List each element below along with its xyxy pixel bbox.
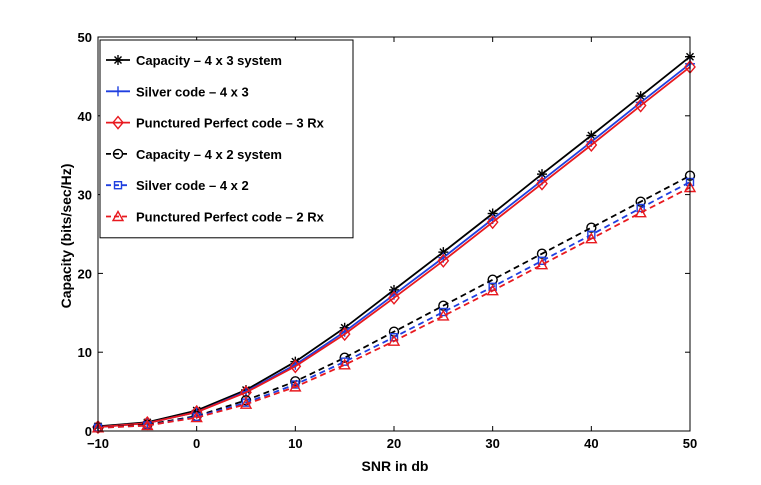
series-4-line [97, 174, 691, 429]
legend-label: Silver code – 4 x 2 [136, 178, 249, 193]
series-3-point [585, 137, 598, 153]
series-layer [91, 51, 697, 435]
x-tick-label: 0 [193, 436, 200, 451]
y-tick-label: 40 [78, 109, 92, 124]
y-axis-label: Capacity (bits/sec/Hz) [58, 164, 74, 309]
legend-label: Capacity – 4 x 3 system [136, 53, 282, 68]
legend-entry-6: Punctured Perfect code – 2 Rx [106, 210, 325, 225]
x-tick-label: 30 [485, 436, 499, 451]
series-3-point [634, 98, 647, 113]
series-1-point [438, 247, 449, 258]
series-6-point [387, 334, 401, 346]
y-tick-label: 50 [78, 30, 92, 45]
y-tick-label: 20 [78, 266, 92, 281]
x-tick-label: −10 [87, 436, 109, 451]
legend-entry-1: Capacity – 4 x 3 system [106, 53, 282, 68]
series-3-point [486, 215, 499, 230]
y-tick-label: 0 [85, 424, 92, 439]
legend-swatch-marker [113, 86, 123, 97]
legend-entry-2: Silver code – 4 x 3 [106, 84, 249, 99]
series-6-point [239, 397, 253, 409]
x-tick-label: 20 [387, 436, 401, 451]
series-6-point [535, 258, 549, 270]
legend-swatch-marker [113, 55, 123, 65]
legend-entry-5: Silver code – 4 x 2 [106, 178, 249, 193]
legend-swatch-marker [112, 148, 124, 160]
legend-label: Silver code – 4 x 3 [136, 84, 249, 99]
series-6-point [437, 309, 450, 321]
legend: Capacity – 4 x 3 system Silver code – 4 x… [99, 39, 354, 239]
series-3-point [536, 176, 548, 191]
x-tick-label: 40 [584, 436, 598, 451]
series-6-point [190, 411, 203, 423]
series-5-point [439, 307, 448, 317]
series-6-point [634, 206, 647, 218]
series-6-point [289, 380, 302, 392]
series-4-point [339, 352, 350, 363]
series-4-point [635, 196, 646, 207]
series-6 [91, 181, 697, 433]
legend-swatch-marker [113, 180, 123, 190]
series-3-point [190, 404, 203, 420]
legend-label: Punctured Perfect code – 2 Rx [136, 210, 325, 225]
series-5-point [537, 256, 547, 265]
series-3-point [388, 290, 400, 305]
series-4-point [487, 274, 498, 285]
series-6-point [141, 419, 154, 431]
legend-swatch-marker [112, 115, 124, 130]
series-3-point [289, 359, 302, 374]
series-4-point [586, 222, 597, 233]
series-6-point [91, 421, 105, 433]
series-6-point [338, 358, 351, 370]
series-6-point [486, 284, 499, 296]
legend-label: Capacity – 4 x 2 system [136, 147, 282, 162]
x-tick-label: 10 [288, 436, 302, 451]
series-3-point [338, 326, 351, 342]
series-6-line [97, 186, 691, 429]
legend-box [99, 39, 354, 239]
y-tick-label: 10 [78, 345, 92, 360]
series-3-point [437, 253, 450, 268]
legend-entry-4: Capacity – 4 x 2 system [106, 147, 282, 162]
series-6-point [585, 232, 598, 244]
series-5-point [636, 203, 645, 213]
series-1-point [635, 91, 646, 102]
x-tick-label: 50 [683, 436, 697, 451]
series-4-point [536, 248, 548, 259]
series-5-point [340, 357, 349, 366]
y-tick-label: 30 [78, 188, 92, 203]
legend-swatch-marker [111, 210, 125, 222]
x-axis-label: SNR in db [362, 458, 429, 474]
legend-label: Punctured Perfect code – 3 Rx [136, 116, 325, 131]
legend-entry-3: Punctured Perfect code – 3 Rx [106, 115, 325, 131]
series-4-point [290, 376, 301, 387]
